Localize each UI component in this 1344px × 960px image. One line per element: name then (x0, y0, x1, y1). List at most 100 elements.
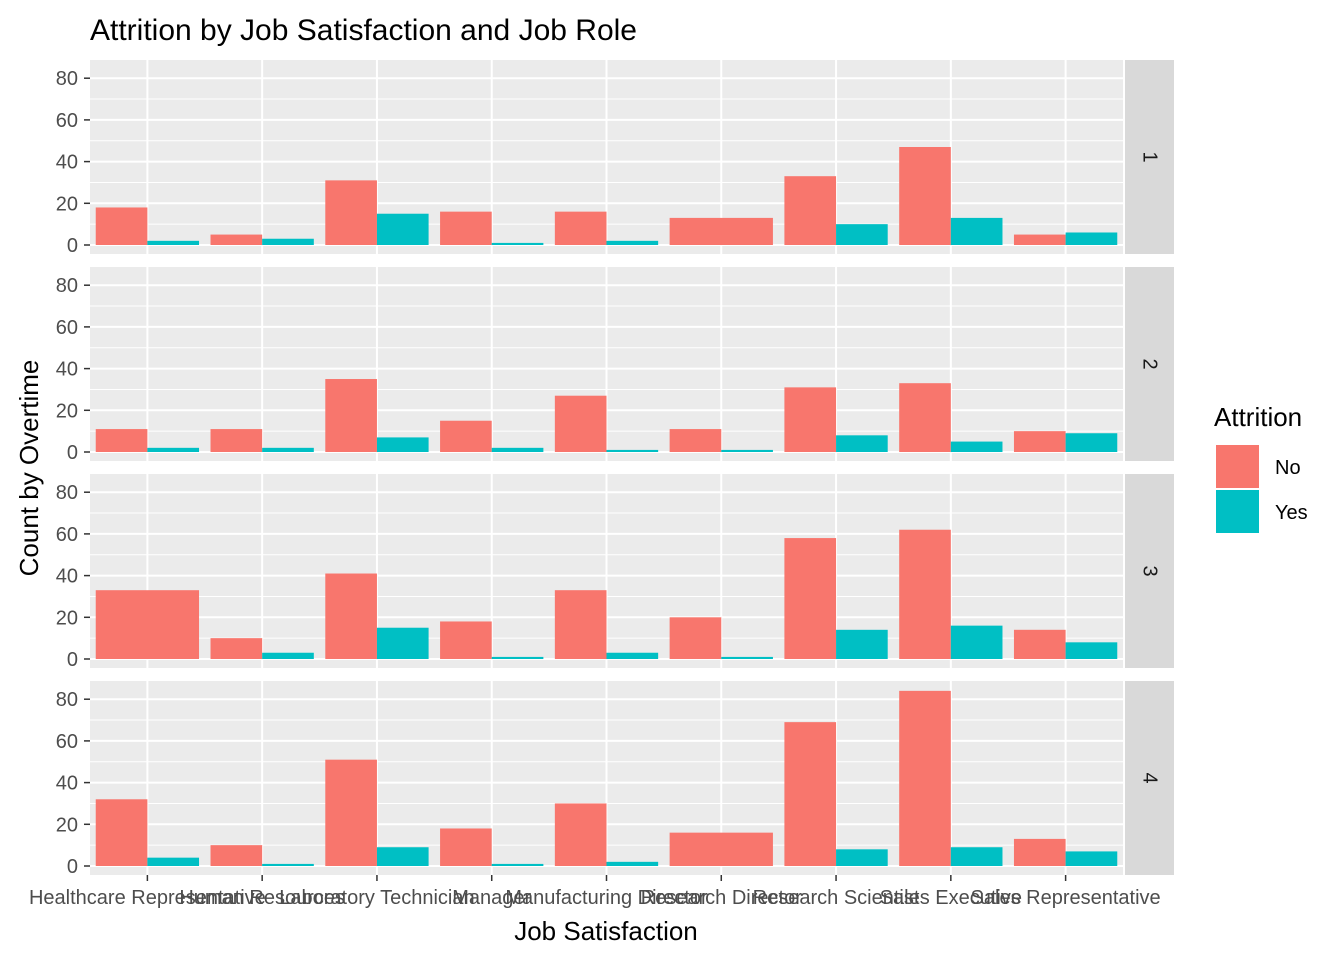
facet-strip (1125, 267, 1174, 461)
x-tick-label-manager: Manager (452, 887, 531, 909)
bar-no-research-scientist (784, 538, 837, 659)
bar-yes-sales-representative (1065, 232, 1118, 245)
bar-no-research-director (669, 429, 722, 452)
bar-no-sales-executive (899, 147, 951, 245)
bar-no-manager (440, 211, 492, 245)
bar-yes-laboratory-technician (376, 627, 429, 659)
y-tick-label: 60 (56, 317, 78, 339)
bar-yes-human-resources (262, 863, 314, 866)
y-tick-label: 80 (56, 275, 78, 297)
bar-yes-manufacturing-director (606, 240, 659, 245)
bar-no-manager (440, 420, 492, 452)
bar-no-healthcare-representative (95, 590, 200, 659)
bar-no-human-resources (210, 429, 263, 452)
bar-yes-healthcare-representative (147, 447, 200, 452)
y-tick-label: 0 (67, 442, 78, 464)
bar-no-manufacturing-director (554, 803, 607, 866)
y-tick-label: 60 (56, 731, 78, 753)
bar-yes-manager (491, 863, 544, 866)
x-tick-label-healthcare-representative: Healthcare Representative (29, 887, 266, 909)
y-tick-label: 40 (56, 566, 78, 588)
bar-yes-sales-executive (950, 217, 1003, 245)
facet-panel-4: 0 20 40 60 80 4 (56, 681, 1174, 878)
y-tick-label: 0 (67, 856, 78, 878)
y-tick-label: 20 (56, 607, 78, 629)
y-axis-title: Count by Overtime (14, 360, 44, 577)
bar-no-sales-representative (1013, 629, 1066, 659)
bar-no-manufacturing-director (554, 211, 607, 245)
y-tick-label: 20 (56, 193, 78, 215)
bar-yes-manager (491, 242, 544, 245)
bar-yes-manufacturing-director (606, 652, 659, 659)
bar-no-sales-executive (899, 383, 951, 452)
bar-no-manager (440, 621, 492, 659)
bar-yes-sales-executive (950, 441, 1003, 452)
x-tick-label-manufacturing-director: Manufacturing Director (505, 887, 708, 909)
bar-yes-sales-executive (950, 625, 1003, 659)
facet-panel-3: 0 20 40 60 80 3 (56, 474, 1174, 671)
bar-yes-laboratory-technician (376, 437, 429, 452)
bar-yes-healthcare-representative (147, 240, 200, 245)
bar-no-human-resources (210, 845, 263, 866)
bar-no-research-director (669, 217, 773, 245)
bar-yes-manager (491, 656, 544, 659)
bar-yes-human-resources (262, 238, 314, 245)
facet-strip-label: 4 (1139, 772, 1161, 783)
bar-no-research-scientist (784, 176, 837, 245)
bar-no-healthcare-representative (95, 429, 148, 452)
y-tick-label: 60 (56, 110, 78, 132)
chart-title: Attrition by Job Satisfaction and Job Ro… (90, 14, 637, 47)
bar-no-human-resources (210, 638, 263, 659)
bar-yes-laboratory-technician (376, 213, 429, 245)
bar-no-healthcare-representative (95, 799, 148, 866)
facet-strip (1125, 474, 1174, 668)
bar-yes-research-director (721, 656, 773, 659)
y-tick-label: 40 (56, 152, 78, 174)
bar-yes-sales-representative (1065, 433, 1118, 452)
facet-panel-1: 0 20 40 60 80 1 (56, 60, 1174, 257)
bar-yes-research-scientist (836, 224, 888, 245)
bar-no-sales-representative (1013, 234, 1066, 245)
bar-no-sales-executive (899, 529, 951, 659)
bar-yes-sales-representative (1065, 851, 1118, 866)
bar-no-laboratory-technician (325, 759, 377, 866)
legend-key-yes (1216, 490, 1259, 533)
y-tick-label: 60 (56, 524, 78, 546)
bar-yes-sales-representative (1065, 642, 1118, 659)
bar-yes-human-resources (262, 652, 314, 659)
x-axis-title: Job Satisfaction (514, 916, 698, 946)
legend-label-no: No (1275, 457, 1301, 479)
bar-yes-manufacturing-director (606, 449, 659, 452)
bar-no-human-resources (210, 234, 263, 245)
x-tick-label-research-director: Research Director (641, 887, 803, 909)
y-tick-label: 20 (56, 814, 78, 836)
bar-no-sales-representative (1013, 838, 1066, 866)
bar-no-research-director (669, 617, 722, 659)
bar-yes-healthcare-representative (147, 857, 200, 866)
y-tick-label: 0 (67, 235, 78, 257)
x-tick-label-sales-representative: Sales Representative (971, 887, 1161, 909)
y-tick-label: 80 (56, 68, 78, 90)
bar-no-research-scientist (784, 387, 837, 452)
y-tick-label: 0 (67, 649, 78, 671)
x-tick-label-sales-executive: Sales Executive (880, 887, 1022, 909)
bar-yes-research-scientist (836, 849, 888, 866)
facet-strip-label: 1 (1139, 151, 1161, 162)
legend-title: Attrition (1214, 402, 1302, 432)
facet-strip-label: 2 (1139, 358, 1161, 369)
facet-strip (1125, 60, 1174, 254)
bar-no-manufacturing-director (554, 395, 607, 452)
bar-yes-research-scientist (836, 435, 888, 452)
bar-no-manager (440, 828, 492, 866)
bar-no-healthcare-representative (95, 207, 148, 245)
x-tick-label-research-scientist: Research Scientist (753, 887, 920, 909)
bar-no-sales-executive (899, 690, 951, 866)
bar-yes-laboratory-technician (376, 847, 429, 866)
bar-no-laboratory-technician (325, 180, 377, 245)
bar-no-laboratory-technician (325, 379, 377, 452)
bar-no-research-director (669, 832, 773, 866)
y-tick-label: 40 (56, 359, 78, 381)
bar-yes-manufacturing-director (606, 861, 659, 866)
